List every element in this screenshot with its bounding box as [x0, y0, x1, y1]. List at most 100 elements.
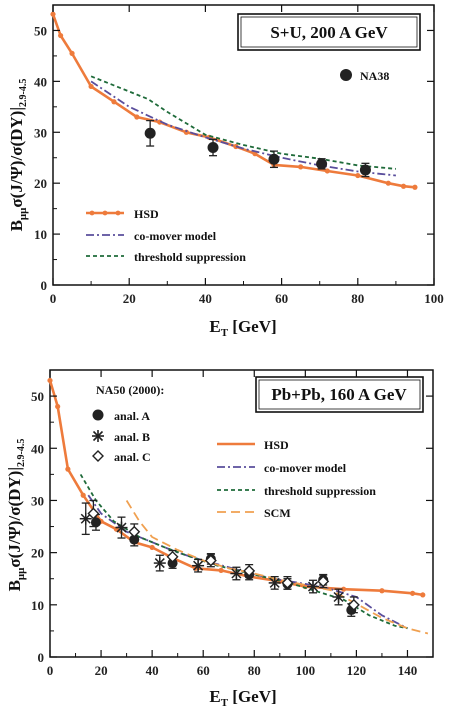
bottom-anal-b-point: [115, 521, 128, 534]
bottom-legend-anal-c: anal. C: [114, 450, 151, 464]
bottom-x-tick-label: 60: [197, 663, 210, 678]
top-hsd-point: [50, 11, 56, 17]
top-co-mover-model-line: [90, 80, 396, 177]
bottom-y-tick-label: 20: [31, 546, 44, 561]
bottom-hsd-point: [341, 586, 347, 592]
bottom-x-tick-label: 140: [398, 663, 418, 678]
top-hsd-point: [355, 172, 361, 179]
top-hsd-point: [298, 164, 304, 170]
bottom-title: Pb+Pb, 160 A GeV: [271, 385, 407, 404]
bottom-anal-c-point: [281, 576, 294, 589]
bottom-x-tick-label: 80: [248, 663, 261, 678]
top-na38-point: [144, 127, 156, 139]
bottom-hsd-point: [420, 592, 426, 598]
bottom-anal-b-point: [306, 580, 319, 593]
bottom-legend-scm: SCM: [264, 506, 291, 520]
bottom-x-tick-label: 20: [95, 663, 108, 678]
bottom-x-tick-label: 0: [47, 663, 54, 678]
top-x-tick-label: 80: [351, 291, 364, 306]
top-y-tick-label: 30: [34, 125, 47, 140]
bottom-y-tick-label: 30: [31, 493, 44, 508]
bottom-anal-c-point: [317, 575, 330, 588]
top-legend-na38-marker: [340, 69, 352, 81]
top-na38-point: [268, 153, 280, 165]
bottom-anal-c-point: [243, 564, 256, 577]
bottom-hsd-point: [80, 492, 86, 498]
bottom-anal-c-point: [166, 550, 179, 563]
top-threshold-suppression-line: [90, 75, 396, 170]
top-hsd-point: [183, 129, 189, 135]
bottom-x-tick-label: 100: [296, 663, 316, 678]
top-y-tick-label: 10: [34, 227, 47, 242]
bottom-hsd-point: [409, 590, 416, 596]
bottom-anal-b-point: [268, 576, 281, 589]
top-x-tick-label: 40: [199, 291, 212, 306]
top-title: S+U, 200 A GeV: [270, 23, 388, 42]
top-hsd-point: [69, 50, 75, 56]
top-legend-comover: co-mover model: [134, 229, 217, 243]
top-x-tick-label: 20: [123, 291, 136, 306]
top-hsd-point: [324, 168, 330, 174]
bottom-x-axis-label: ET [GeV]: [209, 687, 276, 709]
bottom-anal-c-point: [87, 507, 100, 520]
bottom-x-tick-label: 120: [347, 663, 367, 678]
top-x-tick-label: 60: [275, 291, 288, 306]
bottom-legend-na50: NA50 (2000): anal. A anal. B anal. C: [92, 383, 164, 464]
bottom-anal-b-point: [192, 559, 205, 572]
top-y-tick-label: 40: [34, 74, 47, 89]
bottom-co-mover-model-line: [87, 494, 408, 630]
top-na38-point: [207, 142, 219, 154]
top-hsd-point: [134, 114, 140, 120]
top-y-tick-label: 0: [41, 278, 48, 293]
bottom-hsd-line: [48, 380, 424, 597]
bottom-x-tick-label: 40: [146, 663, 159, 678]
top-legend: HSD co-mover model threshold suppression: [86, 207, 246, 264]
bottom-title-box: [255, 376, 424, 413]
bottom-anal-b-point: [332, 590, 345, 603]
top-na38-point: [316, 158, 328, 170]
top-chart: S+U, 200 A GeV NA38 HSD co-mover model t…: [7, 4, 444, 339]
bottom-hsd-point: [47, 377, 53, 384]
bottom-scm-line: [125, 500, 429, 635]
top-hsd-point: [58, 32, 64, 39]
top-legend-na38-label: NA38: [360, 69, 389, 83]
bottom-legend-hsd: HSD: [264, 438, 289, 452]
bottom-y-tick-label: 40: [31, 441, 44, 456]
top-hsd-point: [111, 99, 117, 105]
bottom-anal-b-point: [230, 567, 243, 580]
bottom-legend-threshold: threshold suppression: [264, 484, 376, 498]
top-y-tick-label: 20: [34, 176, 47, 191]
bottom-anal-c-point: [204, 554, 217, 567]
bottom-anal-a-point: [90, 517, 101, 528]
bottom-anal-b-point: [79, 512, 92, 525]
top-y-axis-label: Bμμσ(J/Ψ)/σ(DY)|2.9-4.5: [7, 79, 29, 232]
bottom-legend: HSD co-mover model threshold suppression…: [217, 438, 376, 520]
top-hsd-point: [412, 184, 418, 190]
top-y-tick-label: 50: [34, 23, 47, 38]
top-legend-threshold: threshold suppression: [134, 250, 246, 264]
bottom-hsd-point: [379, 588, 385, 594]
bottom-y-tick-label: 0: [38, 650, 45, 665]
top-hsd-point: [385, 180, 391, 186]
top-title-box: [237, 13, 421, 51]
bottom-y-tick-label: 10: [31, 598, 44, 613]
bottom-legend-header: NA50 (2000):: [96, 383, 164, 397]
bottom-hsd-point: [218, 567, 224, 573]
bottom-anal-b-point: [153, 557, 166, 570]
bottom-anal-c-point: [347, 598, 360, 611]
bottom-legend-anal-b: anal. B: [114, 430, 150, 444]
bottom-plot-frame: [49, 369, 434, 658]
bottom-hsd-point: [55, 403, 61, 410]
top-x-axis-label: ET [GeV]: [209, 317, 276, 339]
bottom-legend-comover: co-mover model: [264, 461, 347, 475]
top-x-tick-label: 100: [424, 291, 444, 306]
bottom-hsd-point: [65, 466, 71, 472]
top-x-tick-label: 0: [50, 291, 57, 306]
top-hsd-point: [400, 183, 407, 189]
bottom-hsd-point: [149, 544, 155, 551]
top-hsd-point: [233, 143, 239, 150]
bottom-chart: Pb+Pb, 160 A GeV NA50 (2000): anal. A an…: [5, 369, 434, 709]
bottom-y-tick-label: 50: [31, 389, 44, 404]
bottom-anal-c-point: [128, 525, 141, 538]
